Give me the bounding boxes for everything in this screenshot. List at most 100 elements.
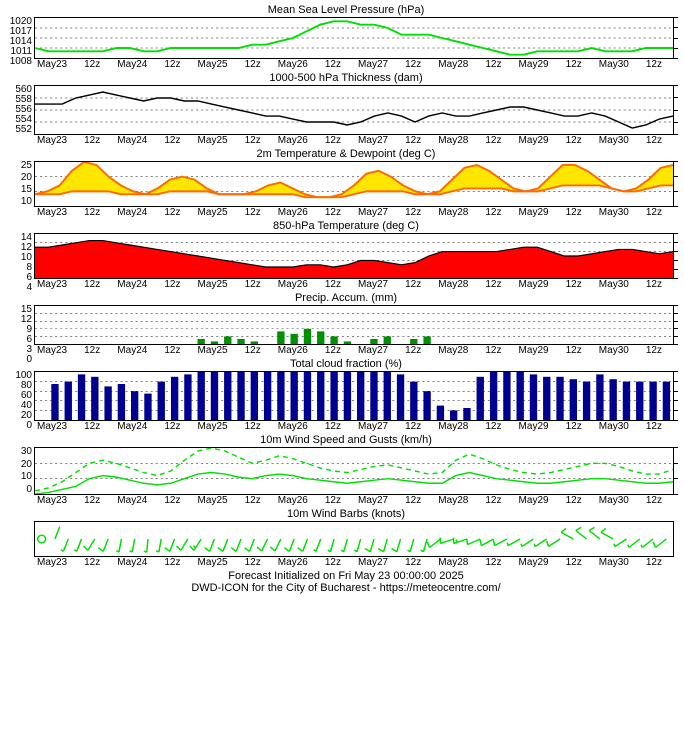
footer-init: Forecast Initialized on Fri May 23 00:00… [4,570,684,582]
x-tick-label: 12z [554,279,594,290]
plot-area [34,17,674,59]
x-tick-label: 12z [72,279,112,290]
x-tick-label: May30 [594,135,634,146]
x-tick-label: May28 [433,207,473,218]
x-tick-label: 12z [554,421,594,432]
panel-title: Total cloud fraction (%) [4,358,684,370]
x-tick-label: May26 [273,135,313,146]
y-tick-label: 0 [4,485,32,495]
x-tick-label: 12z [233,135,273,146]
x-tick-label: 12z [393,345,433,356]
x-tick-label: 12z [393,557,433,568]
x-tick-label: May26 [273,207,313,218]
y-tick-label: 15 [4,185,32,195]
x-tick-label: 12z [473,59,513,70]
x-tick-label: May29 [514,135,554,146]
panel-title: 2m Temperature & Dewpoint (deg C) [4,148,684,160]
x-tick-label: 12z [393,495,433,506]
x-tick-label: May26 [273,557,313,568]
x-tick-label: 12z [393,59,433,70]
plot-area [34,233,674,279]
x-tick-label: 12z [393,135,433,146]
x-tick-label: May28 [433,279,473,290]
x-tick-label: May23 [32,495,72,506]
x-tick-label: 12z [233,59,273,70]
x-tick-label: May29 [514,345,554,356]
x-tick-label: May29 [514,279,554,290]
x-tick-label: 12z [634,345,674,356]
x-tick-label: May29 [514,421,554,432]
x-tick-label: May25 [193,59,233,70]
x-tick-label: May27 [353,279,393,290]
x-tick-label: May25 [193,279,233,290]
y-tick-label: 1008 [4,57,32,67]
x-tick-label: May28 [433,59,473,70]
x-tick-label: 12z [233,421,273,432]
x-tick-label: 12z [634,557,674,568]
x-tick-label: 12z [473,345,513,356]
x-tick-label: 12z [313,207,353,218]
x-tick-label: May30 [594,59,634,70]
x-tick-label: May25 [193,345,233,356]
x-tick-label: 12z [313,279,353,290]
x-tick-label: 12z [152,135,192,146]
x-tick-label: 12z [313,59,353,70]
x-tick-label: May27 [353,207,393,218]
x-tick-label: May27 [353,495,393,506]
x-tick-label: May26 [273,421,313,432]
x-tick-label: 12z [313,421,353,432]
x-tick-label: May27 [353,557,393,568]
panel-precip: Precip. Accum. (mm)15129630May2312zMay24… [4,292,684,356]
x-tick-label: 12z [233,345,273,356]
y-tick-label: 20 [4,173,32,183]
x-tick-label: May25 [193,421,233,432]
x-tick-label: May23 [32,59,72,70]
x-tick-label: May24 [112,207,152,218]
x-tick-label: May23 [32,207,72,218]
plot-area [34,447,674,495]
x-tick-label: May29 [514,207,554,218]
panel-thk: 1000-500 hPa Thickness (dam)560558556554… [4,72,684,146]
x-tick-label: 12z [233,495,273,506]
x-tick-label: May28 [433,135,473,146]
x-tick-label: 12z [634,207,674,218]
x-tick-label: 12z [473,279,513,290]
x-tick-label: May30 [594,345,634,356]
x-tick-label: 12z [634,495,674,506]
x-tick-label: 12z [72,345,112,356]
x-tick-label: May29 [514,495,554,506]
panel-title: 10m Wind Barbs (knots) [4,508,684,520]
x-tick-label: 12z [554,345,594,356]
x-tick-label: 12z [554,59,594,70]
x-tick-label: May24 [112,495,152,506]
x-tick-label: 12z [634,135,674,146]
panel-barbs: 10m Wind Barbs (knots)May2312zMay2412zMa… [4,508,684,568]
x-tick-label: 12z [152,495,192,506]
panel-mslp: Mean Sea Level Pressure (hPa)10201017101… [4,4,684,70]
x-tick-label: 12z [554,135,594,146]
x-tick-label: May26 [273,279,313,290]
x-tick-label: May24 [112,59,152,70]
x-tick-label: 12z [313,495,353,506]
y-tick-label: 10 [4,197,32,207]
x-tick-label: May29 [514,59,554,70]
x-tick-label: 12z [554,495,594,506]
x-tick-label: May24 [112,345,152,356]
panel-t2m: 2m Temperature & Dewpoint (deg C)2520151… [4,148,684,218]
x-tick-label: 12z [634,421,674,432]
x-tick-label: May24 [112,279,152,290]
panel-title: 1000-500 hPa Thickness (dam) [4,72,684,84]
x-tick-label: May28 [433,495,473,506]
x-tick-label: May28 [433,557,473,568]
x-tick-label: 12z [393,279,433,290]
x-tick-label: 12z [393,207,433,218]
x-tick-label: May30 [594,495,634,506]
x-tick-label: May23 [32,279,72,290]
x-tick-label: 12z [152,207,192,218]
x-tick-label: May23 [32,345,72,356]
x-tick-label: May30 [594,557,634,568]
y-tick-label: 20 [4,460,32,470]
y-tick-label: 552 [4,125,32,135]
x-tick-label: 12z [152,557,192,568]
plot-area [34,521,674,557]
